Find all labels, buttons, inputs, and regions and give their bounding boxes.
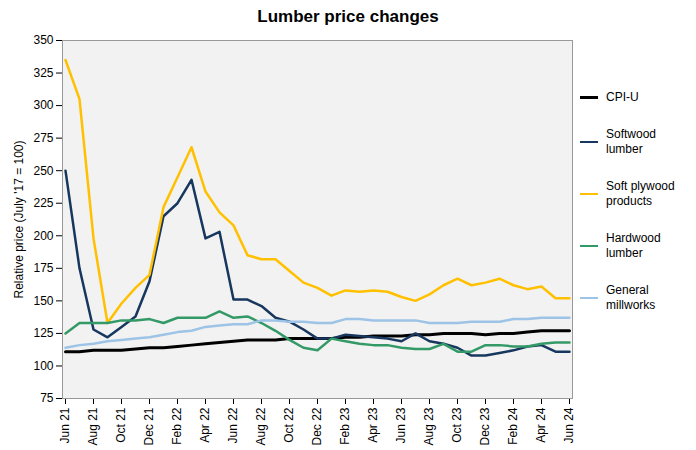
html-text:General millworks: General millworks xyxy=(606,283,656,312)
html-text:Hardwood lumber: Hardwood lumber xyxy=(606,231,661,260)
svg-text:350: 350 xyxy=(33,33,53,47)
svg-text:Oct 23: Oct 23 xyxy=(450,407,464,443)
svg-text:125: 125 xyxy=(33,326,53,340)
svg-text:300: 300 xyxy=(33,98,53,112)
svg-text:Feb 23: Feb 23 xyxy=(338,407,352,445)
svg-text:Feb 22: Feb 22 xyxy=(170,407,184,445)
svg-text:Jun 23: Jun 23 xyxy=(394,407,408,443)
svg-text:Dec 23: Dec 23 xyxy=(478,407,492,445)
html-text:CPI-U: CPI-U xyxy=(606,90,639,104)
svg-text:Dec 22: Dec 22 xyxy=(310,407,324,445)
svg-text:325: 325 xyxy=(33,66,53,80)
svg-text:150: 150 xyxy=(33,294,53,308)
svg-text:100: 100 xyxy=(33,359,53,373)
svg-text:Oct 22: Oct 22 xyxy=(282,407,296,443)
svg-text:175: 175 xyxy=(33,261,53,275)
svg-text:Apr 24: Apr 24 xyxy=(534,407,548,443)
svg-text:Oct 21: Oct 21 xyxy=(114,407,128,443)
svg-text:Aug 22: Aug 22 xyxy=(254,407,268,445)
svg-text:Feb 24: Feb 24 xyxy=(506,407,520,445)
svg-text:Aug 21: Aug 21 xyxy=(86,407,100,445)
html-text:Soft plywood products: Soft plywood products xyxy=(606,179,675,208)
svg-text:75: 75 xyxy=(40,391,54,405)
svg-text:Relative price (July '17 = 100: Relative price (July '17 = 100) xyxy=(12,140,26,298)
svg-text:Apr 22: Apr 22 xyxy=(198,407,212,443)
html-text:Lumber price changes: Lumber price changes xyxy=(257,7,439,26)
svg-text:225: 225 xyxy=(33,196,53,210)
svg-text:275: 275 xyxy=(33,131,53,145)
html-text:Softwood lumber: Softwood lumber xyxy=(606,127,656,156)
svg-text:Jun 21: Jun 21 xyxy=(58,407,72,443)
svg-text:200: 200 xyxy=(33,229,53,243)
svg-text:Jun 22: Jun 22 xyxy=(226,407,240,443)
svg-text:250: 250 xyxy=(33,164,53,178)
svg-text:Apr 23: Apr 23 xyxy=(366,407,380,443)
svg-text:Dec 21: Dec 21 xyxy=(142,407,156,445)
svg-text:Jun 24: Jun 24 xyxy=(562,407,576,443)
svg-text:Aug 23: Aug 23 xyxy=(422,407,436,445)
